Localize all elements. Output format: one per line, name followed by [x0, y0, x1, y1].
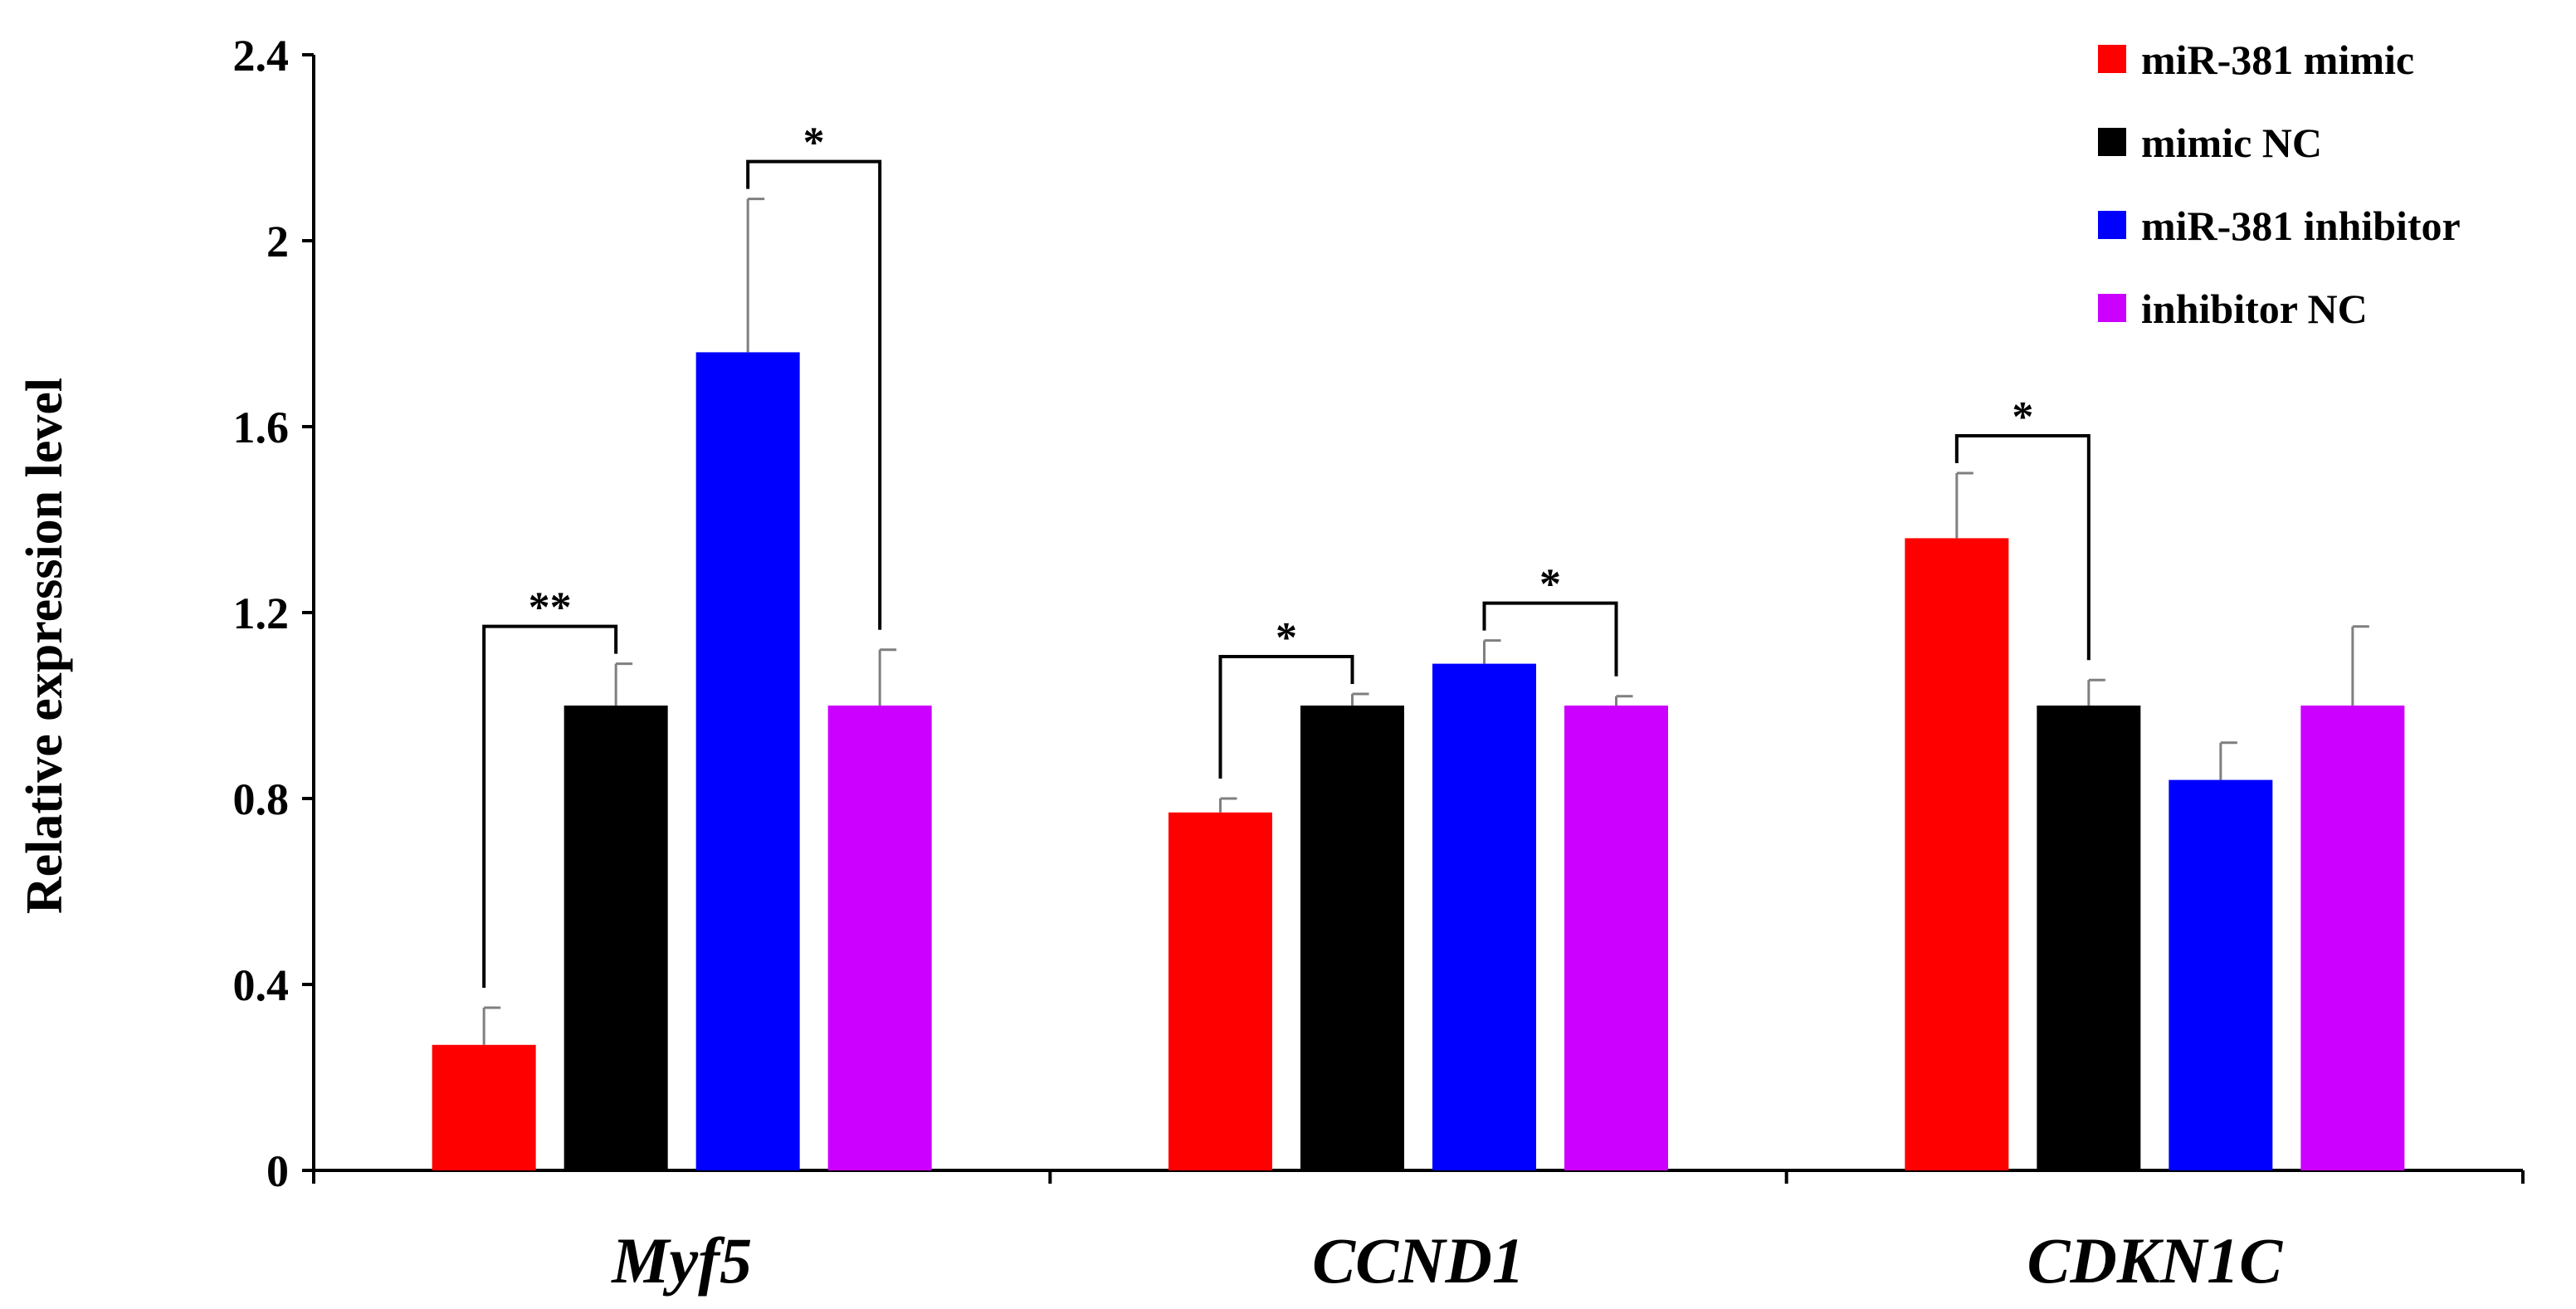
- legend-item: miR-381 inhibitor: [2098, 203, 2461, 249]
- y-tick-label: 1.6: [233, 403, 290, 452]
- bar: [2169, 779, 2273, 1170]
- bar: [1905, 538, 2009, 1170]
- bar: [432, 1044, 536, 1170]
- legend-label: mimic NC: [2141, 120, 2322, 166]
- y-axis-title: Relative expression level: [17, 378, 73, 914]
- legend-swatch: [2098, 294, 2126, 322]
- legend-item: mimic NC: [2098, 120, 2322, 166]
- y-tick-label: 1.2: [233, 589, 290, 638]
- bar: [2300, 706, 2405, 1170]
- legend-swatch: [2098, 45, 2126, 73]
- x-category-label: CCND1: [1312, 1224, 1525, 1297]
- significance-label: **: [529, 584, 572, 632]
- significance-brackets: ******: [482, 120, 2091, 988]
- significance-label: *: [2012, 393, 2033, 441]
- bar: [1168, 812, 1272, 1170]
- legend-label: miR-381 mimic: [2141, 37, 2414, 83]
- bar: [695, 352, 800, 1170]
- bar: [827, 706, 932, 1170]
- y-tick-label: 2: [266, 217, 289, 266]
- x-category-label: CDKN1C: [2027, 1224, 2283, 1297]
- legend-swatch: [2098, 211, 2126, 239]
- legend: miR-381 mimic mimic NC miR-381 inhibitor in…: [2098, 37, 2461, 332]
- significance-bracket: [1218, 655, 1354, 779]
- significance-label: *: [1539, 561, 1561, 608]
- significance-label: *: [803, 120, 825, 167]
- y-axis: 0 0.4 0.8 1.2 1.6 2 2.4: [233, 31, 315, 1196]
- y-tick-label: 2.4: [233, 31, 290, 81]
- y-tick-label: 0.8: [233, 774, 290, 824]
- legend-item: inhibitor NC: [2098, 286, 2368, 332]
- x-axis: Myf5 CCND1 CDKN1C: [312, 1169, 2525, 1297]
- y-tick-label: 0.4: [233, 960, 290, 1010]
- bar: [564, 706, 668, 1170]
- legend-item: miR-381 mimic: [2098, 37, 2414, 83]
- legend-label: inhibitor NC: [2141, 286, 2368, 332]
- significance-bracket: [746, 159, 882, 630]
- legend-label: miR-381 inhibitor: [2141, 203, 2461, 249]
- y-tick-label: 0: [266, 1146, 289, 1196]
- significance-label: *: [1276, 614, 1297, 662]
- bar: [1564, 706, 1668, 1170]
- bar: [2037, 706, 2141, 1170]
- bar: [1300, 706, 1404, 1170]
- bars: [432, 198, 2405, 1170]
- significance-bracket: [482, 624, 618, 988]
- significance-bracket: [1954, 434, 2091, 661]
- x-category-label: Myf5: [610, 1224, 752, 1297]
- bar: [1432, 663, 1536, 1170]
- significance-bracket: [1482, 601, 1618, 676]
- legend-swatch: [2098, 128, 2126, 156]
